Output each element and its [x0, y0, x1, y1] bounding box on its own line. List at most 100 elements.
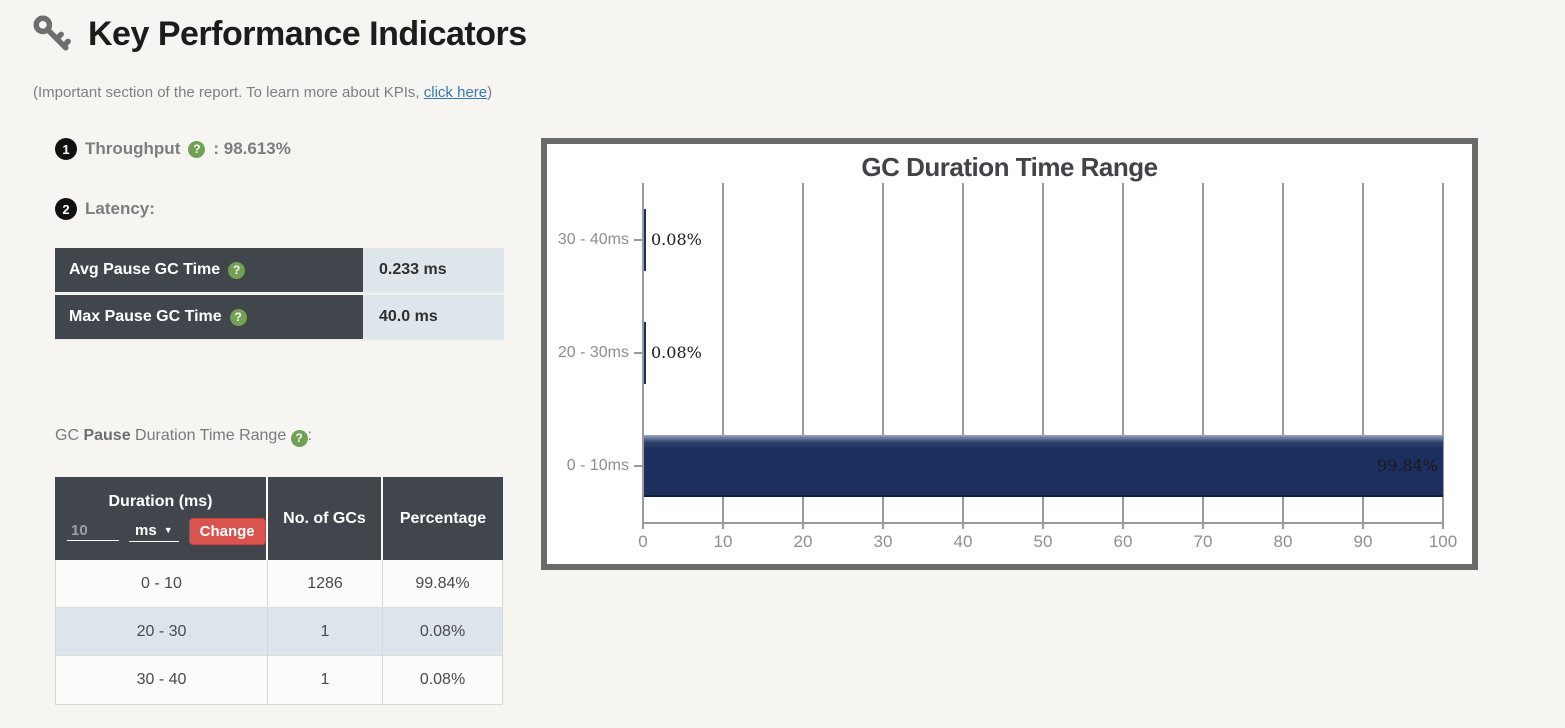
y-axis-tick	[634, 464, 643, 467]
gcs-cell: 1	[268, 608, 383, 655]
duration-col-header: Duration (ms)	[108, 492, 213, 510]
gridline	[1282, 183, 1284, 522]
range-label-prefix: GC	[55, 427, 84, 444]
duration-controls: ms ▼ Change	[63, 517, 266, 545]
duration-range-help-icon[interactable]: ?	[290, 429, 308, 447]
change-button[interactable]: Change	[188, 517, 266, 545]
duration-table: Duration (ms) ms ▼ Change No. of GCs Per…	[55, 477, 503, 705]
latency-table: Avg Pause GC Time ? 0.233 ms Max Pause G…	[55, 248, 504, 342]
table-row: 0 - 10 1286 99.84%	[56, 560, 502, 608]
x-tick-label: 90	[1353, 532, 1373, 551]
x-axis-tick	[642, 522, 644, 529]
gridline	[962, 183, 964, 522]
duration-header-cell: Duration (ms) ms ▼ Change	[55, 477, 268, 560]
subtitle-suffix: )	[487, 84, 493, 101]
duration-cell: 30 - 40	[56, 656, 268, 704]
x-tick-label: 20	[793, 532, 813, 551]
gc-duration-chart-panel: GC Duration Time Range 0 10 20 30 40 50 60 70 80…	[541, 138, 1478, 570]
x-tick-label: 100	[1428, 532, 1458, 551]
x-axis-tick	[1042, 522, 1044, 529]
key-icon	[33, 15, 71, 51]
gridline	[722, 183, 724, 522]
x-axis-line	[642, 522, 1444, 524]
avg-pause-help-icon[interactable]: ?	[228, 261, 246, 279]
percentage-col-header: Percentage	[399, 509, 487, 527]
gcs-col-header: No. of GCs	[268, 477, 383, 560]
pct-cell: 99.84%	[415, 574, 470, 592]
duration-input[interactable]	[67, 521, 119, 541]
gridline	[1442, 183, 1444, 522]
gridline	[802, 183, 804, 522]
x-axis-tick	[802, 522, 804, 529]
y-category-label: 0 - 10ms	[566, 456, 629, 474]
duration-table-body: 0 - 10 1286 99.84% 20 - 30 1 0.08% 30 - …	[55, 560, 503, 705]
subtitle-prefix: (Important section of the report. To lea…	[33, 84, 424, 101]
range-label-suffix: Duration Time Range	[130, 427, 291, 444]
x-axis-tick	[1362, 522, 1364, 529]
chart-plot-area: 0 10 20 30 40 50 60 70 80 90 100 30 - 40ms 0.08% 20 -…	[558, 183, 1457, 551]
gcs-cell: 1	[268, 656, 383, 704]
table-row: 30 - 40 1 0.08%	[56, 656, 502, 704]
x-axis-tick	[1282, 522, 1284, 529]
gridline	[1042, 183, 1044, 522]
duration-cell: 0 - 10	[56, 560, 268, 607]
page-header: Key Performance Indicators	[30, 12, 527, 56]
x-tick-label: 60	[1113, 532, 1133, 551]
throughput-line: 1 Throughput ? : 98.613%	[55, 138, 291, 160]
latency-label: Latency:	[85, 199, 155, 218]
y-category-label: 30 - 40ms	[557, 230, 629, 248]
x-tick-label: 80	[1273, 532, 1293, 551]
duration-table-header: Duration (ms) ms ▼ Change No. of GCs Per…	[55, 477, 503, 560]
max-pause-value: 40.0 ms	[363, 295, 504, 341]
table-row: 20 - 30 1 0.08%	[56, 608, 502, 656]
y-category-label: 20 - 30ms	[557, 343, 629, 361]
badge-2: 2	[55, 198, 77, 220]
subtitle: (Important section of the report. To lea…	[33, 84, 492, 101]
avg-pause-header-cell: Avg Pause GC Time ?	[55, 248, 363, 294]
page-title: Key Performance Indicators	[88, 14, 527, 53]
gcs-cell: 1286	[268, 560, 383, 607]
bar-30-40ms	[644, 208, 646, 271]
bar-value-label: 0.08%	[651, 229, 702, 249]
range-label-bold: Pause	[83, 427, 131, 444]
throughput-value: : 98.613%	[213, 139, 291, 158]
x-tick-label: 50	[1033, 532, 1053, 551]
gridline	[1362, 183, 1364, 522]
unit-select-value: ms	[135, 521, 157, 539]
x-axis-tick	[962, 522, 964, 529]
bar-20-30ms	[644, 321, 646, 384]
max-pause-help-icon[interactable]: ?	[229, 308, 247, 326]
x-tick-label: 10	[713, 532, 733, 551]
x-axis-tick	[1122, 522, 1124, 529]
max-pause-header-cell: Max Pause GC Time ?	[55, 295, 363, 341]
duration-cell: 20 - 30	[56, 608, 268, 655]
range-label-colon: :	[307, 427, 313, 444]
throughput-help-icon[interactable]: ?	[188, 140, 206, 158]
max-pause-label: Max Pause GC Time	[69, 308, 222, 325]
x-tick-label: 40	[953, 532, 973, 551]
x-tick-label: 30	[873, 532, 893, 551]
table-row: Avg Pause GC Time ? 0.233 ms	[55, 248, 504, 294]
gridline	[1122, 183, 1124, 522]
duration-range-label: GC Pause Duration Time Range ?:	[55, 427, 312, 447]
unit-select[interactable]: ms ▼	[129, 521, 179, 542]
x-axis-tick	[1442, 522, 1444, 529]
bar-value-label: 99.84%	[1376, 455, 1438, 475]
bar-0-10ms	[644, 434, 1443, 497]
x-axis-tick	[882, 522, 884, 529]
avg-pause-label: Avg Pause GC Time	[69, 261, 221, 278]
gridline	[642, 183, 644, 522]
table-row: Max Pause GC Time ? 40.0 ms	[55, 295, 504, 341]
x-tick-label: 70	[1193, 532, 1213, 551]
gridline	[882, 183, 884, 522]
click-here-link[interactable]: click here	[423, 84, 488, 101]
pct-cell: 0.08%	[419, 622, 466, 640]
bar-value-label: 0.08%	[651, 342, 702, 362]
gridline	[1202, 183, 1204, 522]
x-tick-label: 0	[638, 532, 648, 551]
chart-title: GC Duration Time Range	[861, 152, 1158, 182]
caret-down-icon: ▼	[163, 525, 173, 535]
x-axis-tick	[722, 522, 724, 529]
y-axis-tick	[634, 351, 643, 354]
